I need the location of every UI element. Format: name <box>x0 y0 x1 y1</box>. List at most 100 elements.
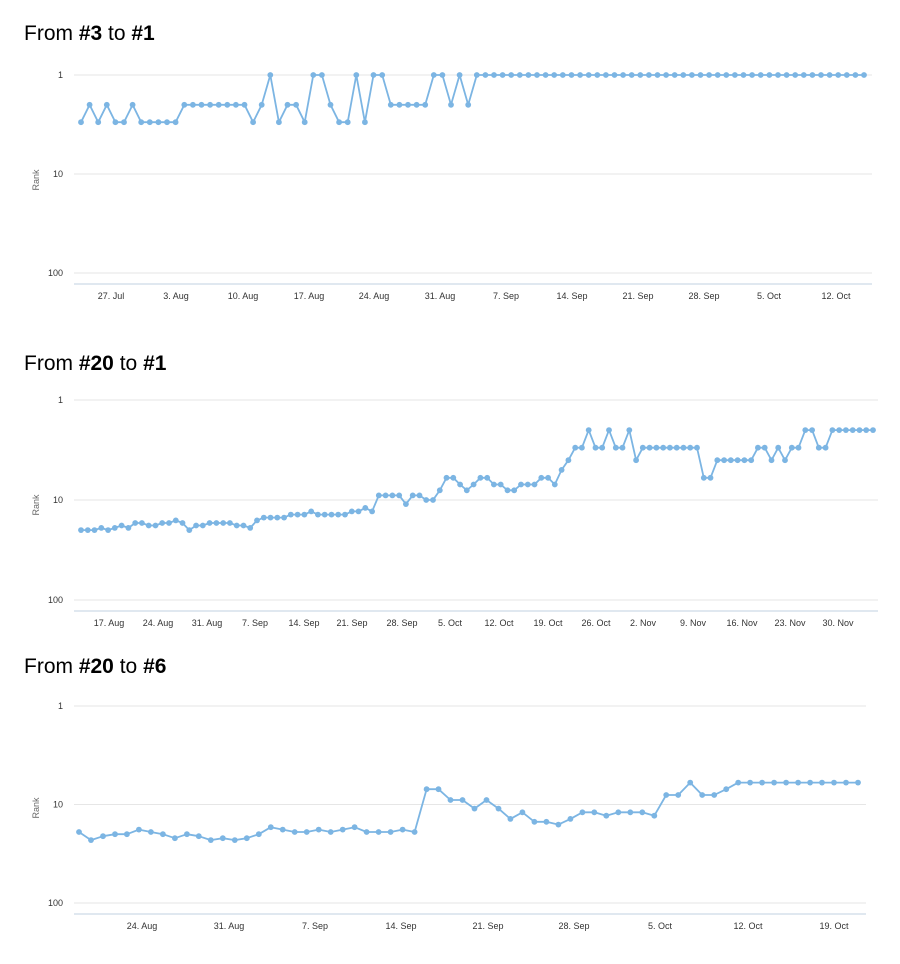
data-point[interactable] <box>559 72 566 78</box>
data-point[interactable] <box>761 444 768 451</box>
data-point[interactable] <box>507 816 514 822</box>
data-point[interactable] <box>159 520 166 526</box>
data-point[interactable] <box>484 474 491 481</box>
data-point[interactable] <box>375 829 382 835</box>
data-point[interactable] <box>714 457 721 464</box>
data-point[interactable] <box>775 444 782 451</box>
data-point[interactable] <box>215 101 222 108</box>
data-point[interactable] <box>112 119 119 126</box>
data-point[interactable] <box>687 444 694 451</box>
data-point[interactable] <box>627 809 634 816</box>
data-point[interactable] <box>568 72 575 78</box>
data-point[interactable] <box>766 72 773 78</box>
data-point[interactable] <box>646 444 653 451</box>
data-point[interactable] <box>164 119 170 126</box>
data-point[interactable] <box>518 481 524 488</box>
data-point[interactable] <box>328 511 335 518</box>
data-point[interactable] <box>775 72 781 78</box>
data-point[interactable] <box>88 837 94 843</box>
data-point[interactable] <box>603 812 610 819</box>
data-point[interactable] <box>861 72 867 78</box>
data-point[interactable] <box>843 779 849 786</box>
data-point[interactable] <box>258 101 265 108</box>
data-point[interactable] <box>362 505 369 511</box>
data-point[interactable] <box>240 522 247 529</box>
data-point[interactable] <box>430 497 436 503</box>
data-point[interactable] <box>504 487 511 494</box>
data-point[interactable] <box>227 520 233 526</box>
data-point[interactable] <box>721 457 727 464</box>
data-point[interactable] <box>195 833 202 840</box>
data-point[interactable] <box>615 809 622 816</box>
data-point[interactable] <box>399 826 406 833</box>
data-point[interactable] <box>543 818 550 825</box>
data-point[interactable] <box>651 812 658 819</box>
data-point[interactable] <box>260 514 267 521</box>
data-point[interactable] <box>551 72 558 78</box>
data-point[interactable] <box>463 487 470 494</box>
data-point[interactable] <box>351 824 358 831</box>
data-point[interactable] <box>835 72 842 78</box>
data-point[interactable] <box>748 457 755 464</box>
data-point[interactable] <box>723 72 730 78</box>
data-point[interactable] <box>233 101 239 108</box>
data-point[interactable] <box>416 492 423 499</box>
data-point[interactable] <box>491 72 497 78</box>
data-point[interactable] <box>831 779 837 786</box>
data-point[interactable] <box>723 786 730 793</box>
data-point[interactable] <box>327 101 334 108</box>
data-point[interactable] <box>558 467 565 473</box>
data-point[interactable] <box>172 835 178 842</box>
data-point[interactable] <box>344 119 351 126</box>
data-point[interactable] <box>199 522 206 529</box>
data-point[interactable] <box>111 525 118 531</box>
data-point[interactable] <box>639 809 646 816</box>
data-point[interactable] <box>599 444 606 451</box>
data-point[interactable] <box>84 527 91 533</box>
data-point[interactable] <box>241 101 248 108</box>
data-point[interactable] <box>243 835 250 842</box>
data-point[interactable] <box>855 779 861 786</box>
data-point[interactable] <box>735 779 742 786</box>
data-point[interactable] <box>577 72 583 78</box>
data-point[interactable] <box>250 119 256 126</box>
data-point[interactable] <box>190 101 196 108</box>
data-point[interactable] <box>310 72 317 78</box>
data-point[interactable] <box>747 779 753 786</box>
data-point[interactable] <box>619 444 626 451</box>
data-point[interactable] <box>782 457 788 464</box>
data-point[interactable] <box>497 481 504 488</box>
data-point[interactable] <box>815 444 822 451</box>
data-point[interactable] <box>471 805 478 812</box>
data-point[interactable] <box>675 792 682 798</box>
data-point[interactable] <box>207 101 214 108</box>
data-point[interactable] <box>179 520 186 526</box>
data-point[interactable] <box>525 72 532 78</box>
data-point[interactable] <box>136 826 142 833</box>
data-point[interactable] <box>818 72 824 78</box>
data-point[interactable] <box>78 119 84 126</box>
data-point[interactable] <box>124 831 130 838</box>
data-point[interactable] <box>646 72 652 78</box>
data-point[interactable] <box>254 517 260 524</box>
data-point[interactable] <box>637 72 644 78</box>
data-point[interactable] <box>555 821 562 828</box>
data-point[interactable] <box>585 427 592 433</box>
data-point[interactable] <box>379 72 386 78</box>
data-point[interactable] <box>700 474 707 481</box>
data-point[interactable] <box>423 786 430 793</box>
data-point[interactable] <box>531 818 538 825</box>
data-point[interactable] <box>732 72 738 78</box>
data-point[interactable] <box>363 829 370 835</box>
data-point[interactable] <box>628 72 635 78</box>
data-point[interactable] <box>714 72 721 78</box>
data-point[interactable] <box>456 72 463 78</box>
data-point[interactable] <box>653 444 660 451</box>
data-point[interactable] <box>121 119 127 126</box>
data-point[interactable] <box>603 72 609 78</box>
data-point[interactable] <box>403 501 409 507</box>
data-point[interactable] <box>76 829 82 835</box>
data-point[interactable] <box>132 520 139 526</box>
data-point[interactable] <box>396 101 403 108</box>
data-point[interactable] <box>396 492 403 499</box>
